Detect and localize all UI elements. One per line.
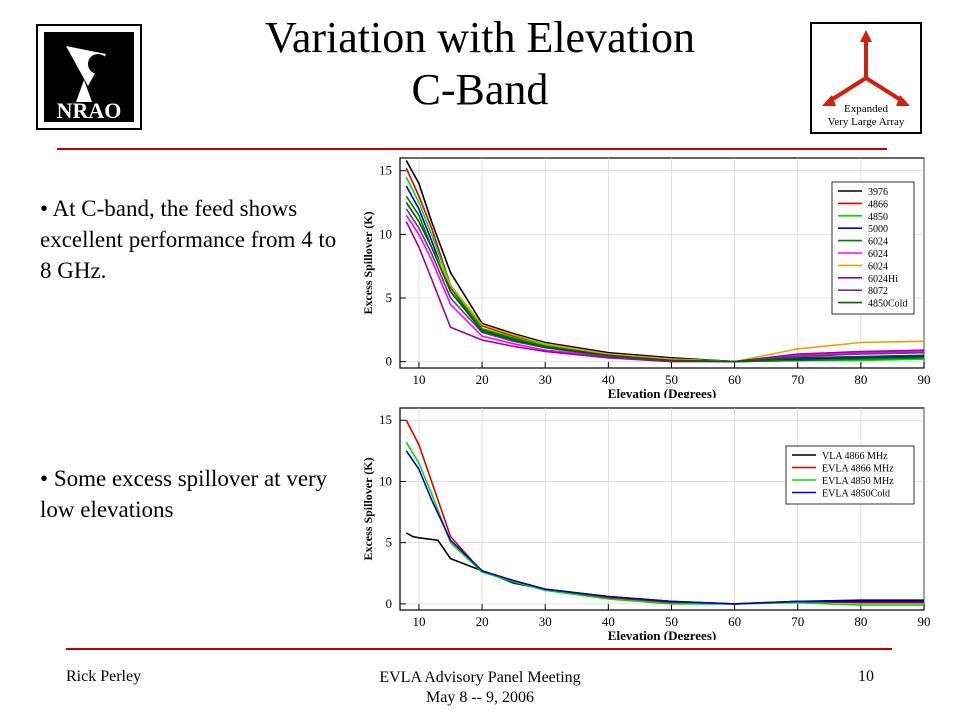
footer-rule: [66, 648, 892, 650]
legend-label: EVLA 4866 MHz: [822, 464, 894, 475]
x-tick-label: 60: [728, 614, 741, 629]
legend-label: 5000: [868, 224, 888, 235]
x-axis-label: Elevation (Degrees): [608, 628, 716, 640]
footer-author: Rick Perley: [66, 668, 142, 685]
y-tick-label: 15: [379, 163, 392, 178]
legend-label: 6024: [868, 237, 888, 248]
x-tick-label: 90: [918, 614, 931, 629]
nrao-logo: NRAO: [36, 24, 142, 130]
x-tick-label: 40: [602, 372, 615, 387]
bullet-2: • Some excess spillover at very low elev…: [40, 463, 350, 525]
x-tick-label: 50: [665, 372, 678, 387]
evla-logo: Expanded Very Large Array: [810, 22, 922, 134]
x-tick-label: 60: [728, 372, 741, 387]
chart-top: 10 20 30 40 50 60 70 80 90 0 5 10 15 Elevation (Degre…: [361, 157, 931, 398]
legend-label: 4866: [868, 199, 888, 210]
legend-label: VLA 4866 MHz: [822, 451, 888, 462]
y-tick-label: 10: [379, 226, 392, 241]
legend-label: 6024: [868, 261, 888, 272]
evla-logo-text-2: Very Large Array: [828, 116, 905, 128]
series-line: [405, 441, 924, 606]
series-line: [405, 450, 924, 605]
series-line: [405, 221, 925, 363]
y-tick-label: 0: [386, 596, 393, 611]
footer-event-line-1: EVLA Advisory Panel Meeting: [379, 669, 581, 686]
y-tick-label: 15: [379, 412, 392, 427]
x-tick-label: 10: [412, 372, 425, 387]
bullet-1: • At C-band, the feed shows excellent pe…: [40, 193, 340, 286]
y-axis-label: Excess Spillover (K): [361, 457, 375, 560]
title-line-2: C-Band: [411, 65, 549, 114]
title-rule: [57, 148, 887, 150]
x-tick-label: 30: [539, 372, 552, 387]
bullet-2-text: Some excess spillover at very low elevat…: [40, 466, 328, 522]
slide-title: Variation with Elevation C-Band: [180, 12, 780, 116]
x-tick-label: 40: [602, 614, 615, 629]
x-axis-label: Elevation (Degrees): [608, 386, 716, 398]
nrao-logo-text: NRAO: [57, 98, 122, 123]
x-tick-label: 10: [412, 614, 425, 629]
x-tick-label: 30: [539, 614, 552, 629]
y-axis-label: Excess Spillover (K): [361, 211, 375, 314]
legend-label: 6024Hi: [868, 274, 898, 285]
legend-label: 8072: [868, 286, 888, 297]
x-tick-label: 70: [791, 372, 804, 387]
legend-label: EVLA 4850 MHz: [822, 476, 894, 487]
legend-label: EVLA 4850Cold: [822, 489, 890, 500]
x-tick-label: 80: [854, 372, 867, 387]
footer-page-number: 10: [858, 668, 874, 685]
x-tick-label: 50: [665, 614, 678, 629]
y-tick-label: 0: [386, 354, 393, 369]
y-tick-label: 5: [386, 535, 393, 550]
legend-label: 4850: [868, 212, 888, 223]
y-tick-label: 10: [379, 473, 392, 488]
evla-logo-text-1: Expanded: [844, 103, 888, 115]
bullet-dot: •: [40, 196, 53, 221]
series-line: [405, 202, 925, 363]
title-line-1: Variation with Elevation: [264, 13, 696, 62]
bullet-1-text: At C-band, the feed shows excellent perf…: [40, 196, 337, 283]
bullet-dot: •: [40, 466, 54, 491]
chart-bottom: 10 20 30 40 50 60 70 80 90 0 5 10 15 Elevation (Degre…: [361, 407, 931, 640]
x-tick-label: 20: [476, 614, 489, 629]
x-tick-label: 70: [791, 614, 804, 629]
legend-label: 3976: [868, 187, 888, 198]
plot-area: [399, 407, 925, 611]
y-tick-label: 5: [386, 290, 393, 305]
legend-label: 4850Cold: [868, 299, 907, 310]
footer-event-line-2: May 8 -- 9, 2006: [426, 689, 534, 706]
x-tick-label: 90: [918, 372, 931, 387]
series-line: [405, 214, 925, 363]
x-tick-label: 80: [854, 614, 867, 629]
x-tick-label: 20: [476, 372, 489, 387]
footer-event: EVLA Advisory Panel Meeting May 8 -- 9, …: [300, 668, 660, 708]
legend-label: 6024: [868, 249, 888, 260]
